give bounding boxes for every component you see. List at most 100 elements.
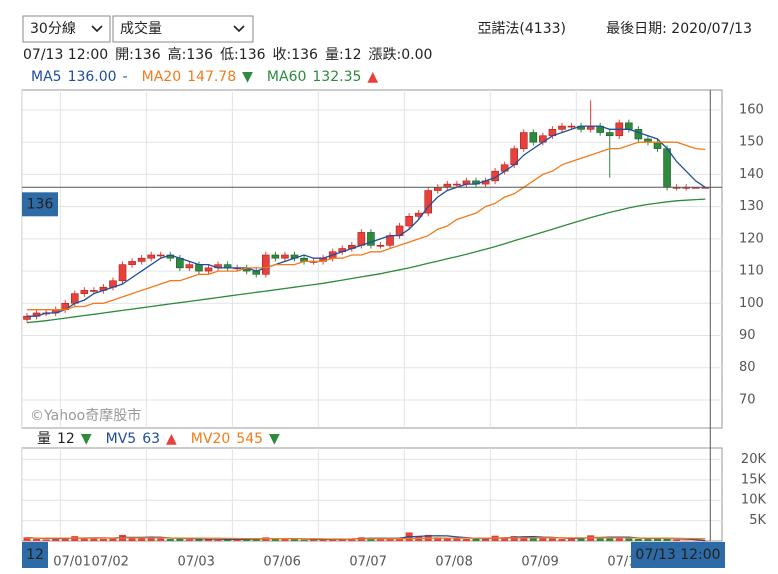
volume-bar	[348, 538, 356, 541]
volume-bar	[520, 536, 528, 541]
candle-body	[90, 290, 98, 292]
candle-body	[185, 264, 194, 269]
volume-bar	[290, 539, 298, 541]
candle-body	[262, 254, 270, 275]
candle-body	[634, 129, 643, 140]
candle-body	[118, 264, 127, 282]
volume-legend-part: ▲	[166, 431, 177, 447]
volume-legend-part: MV20	[191, 431, 230, 447]
interval-select[interactable]: 30分線	[22, 15, 111, 43]
crosshair-label: 12	[26, 547, 44, 563]
info-line-part: 136	[239, 47, 266, 63]
volume-bar	[128, 537, 136, 541]
select-text[interactable]: 成交量	[120, 20, 162, 37]
volume-bar	[472, 538, 480, 541]
volume-bar	[682, 540, 690, 542]
crosshair-box	[22, 542, 48, 568]
volume-bar	[701, 540, 709, 542]
info-line-part: 收:	[273, 47, 292, 63]
x-tick-label: 07/09	[521, 555, 558, 570]
info-line-part: 量:	[325, 47, 344, 63]
stock-name: 亞諾法(4133)	[477, 21, 566, 37]
info-line-part: 低:	[220, 47, 239, 63]
volume-bar	[529, 537, 537, 541]
y-tick-label: 80	[739, 360, 756, 375]
y-tick-label: 70	[739, 392, 756, 407]
volume-bar	[109, 538, 117, 541]
crosshair-label: 136	[27, 196, 54, 212]
info-line-part: 高:	[168, 46, 187, 63]
candle-body	[424, 190, 433, 214]
volume-bar	[376, 538, 384, 541]
candle-body	[156, 254, 165, 257]
volume-bar	[482, 538, 490, 541]
y-tick-label: 150	[739, 135, 764, 150]
y-tick-label: 130	[739, 199, 764, 214]
volume-bar	[501, 537, 509, 541]
candle-body	[367, 232, 375, 246]
y-tick-label: 160	[739, 102, 764, 117]
volume-bar	[568, 538, 576, 541]
candle-body	[147, 254, 155, 259]
price-legend-part: -	[123, 69, 128, 85]
select-box[interactable]	[112, 15, 254, 43]
volume-bar	[243, 538, 251, 541]
volume-bar	[176, 538, 184, 541]
volume-bar	[147, 537, 155, 541]
volume-bar	[644, 538, 652, 541]
candle-body	[204, 267, 213, 272]
volume-bar	[61, 537, 69, 541]
volume-bar	[596, 536, 604, 541]
info-line-part: 07/13 12:00	[23, 47, 108, 63]
volume-bar	[300, 539, 308, 541]
price-legend-part: MA5	[31, 69, 62, 85]
y-tick-label: 90	[739, 328, 756, 343]
y-tick-label: 100	[739, 296, 764, 311]
volume-bar	[434, 537, 442, 541]
volume-bar	[42, 539, 50, 541]
y-tick-label: 15K	[741, 472, 767, 487]
volume-bar	[462, 538, 470, 541]
y-tick-label: 120	[739, 231, 764, 246]
price-legend-part: ▲	[367, 69, 378, 85]
indicator-select[interactable]: 成交量	[112, 15, 254, 43]
ma-line	[27, 141, 706, 311]
volume-bar	[224, 538, 232, 541]
select-text[interactable]: 30分線	[30, 21, 76, 37]
candle-body	[453, 183, 461, 186]
volume-bar	[577, 538, 585, 541]
info-line-part: 136	[186, 47, 213, 63]
y-tick-label: 110	[739, 264, 764, 279]
volume-bar	[166, 538, 174, 541]
x-tick-label: 07/03	[177, 555, 214, 570]
price-legend-part: MA20	[142, 69, 181, 85]
price-legend-part: ▼	[242, 69, 253, 85]
candle-body	[281, 254, 289, 259]
y-tick-label: 5K	[749, 513, 766, 528]
info-line-part: 136	[134, 47, 161, 63]
candle-body	[195, 264, 203, 272]
volume-bar	[548, 538, 556, 541]
volume-bar	[99, 538, 107, 541]
info-line-part: 開:	[115, 47, 134, 63]
volume-legend-part: 12	[57, 431, 75, 447]
volume-bar	[654, 538, 662, 541]
y-tick-label: 140	[739, 167, 764, 182]
volume-bar	[157, 538, 165, 541]
volume-bar	[673, 539, 681, 541]
price-legend-part: MA60	[267, 69, 306, 85]
price-legend-part: 136.00	[68, 69, 117, 85]
volume-bar	[80, 538, 88, 541]
candle-body	[653, 141, 662, 149]
select-arrow	[91, 25, 103, 33]
candle-body	[271, 254, 280, 259]
x-tick-label: 07/02	[91, 555, 128, 570]
ma-line	[27, 537, 706, 540]
volume-bar	[195, 538, 203, 541]
info-line-part: 12	[344, 47, 362, 63]
volume-bar	[539, 538, 547, 541]
axes: 70 80 90 100 110 120 130 140 150 160 5K 10K 15K 20K 07…	[21, 90, 767, 570]
volume-legend: 量 12 ▼ MV5 63 ▲ MV20 545 ▼	[37, 431, 280, 447]
candle-body	[80, 290, 89, 294]
volume-legend-part: ▼	[81, 431, 92, 447]
